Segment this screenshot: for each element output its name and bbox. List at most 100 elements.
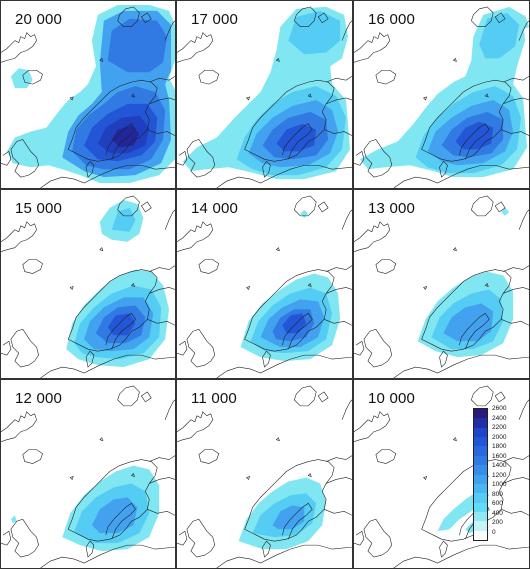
coastline (40, 544, 175, 568)
coastline (421, 269, 512, 352)
coastline (147, 129, 175, 136)
panel-age-label: 12 000 (15, 390, 63, 407)
ice-sheet-map (354, 195, 529, 378)
map-panel-16000: 16 000 (353, 0, 530, 189)
coastline (470, 385, 494, 407)
coastline (164, 20, 175, 41)
legend-swatch (474, 493, 487, 503)
legend-swatch (474, 474, 487, 484)
coastline (354, 32, 391, 63)
coastline (324, 129, 352, 136)
coastline (439, 350, 448, 368)
coastline (275, 437, 280, 442)
coastline (149, 265, 175, 272)
legend-value-label: 1200 (492, 471, 507, 479)
coastline (452, 57, 457, 62)
ice-thickness-contour (107, 313, 136, 336)
legend-value-label: 600 (492, 500, 503, 508)
coastline (501, 319, 529, 326)
coastline (140, 201, 152, 213)
coastline (67, 459, 158, 542)
coastline (149, 455, 175, 462)
ice-thickness-legend: 2600 2400 2200 2000 1800 1600 1400 1200 1000 800 6… (469, 405, 521, 543)
coastline (423, 96, 428, 101)
coastline (69, 476, 74, 481)
coastline (326, 75, 352, 83)
legend-swatch (474, 418, 487, 428)
panel-age-label: 10 000 (368, 390, 416, 407)
coastline (326, 455, 352, 462)
coastline (293, 6, 317, 28)
legend-swatch (474, 530, 487, 541)
coastline (69, 96, 74, 101)
legend-value-label: 800 (492, 490, 503, 498)
coastline (503, 265, 529, 272)
coastline (149, 287, 175, 294)
coastline (149, 477, 175, 484)
coastline (354, 411, 391, 442)
coastline (307, 282, 312, 287)
coastline (22, 259, 43, 274)
coastline (326, 97, 352, 105)
coastline (216, 164, 352, 188)
legend-value-label: 1000 (492, 481, 507, 489)
coastline (326, 477, 352, 484)
legend-value-label: 2400 (492, 414, 507, 422)
coastline (452, 247, 457, 252)
ice-sheet-map (177, 195, 352, 378)
coastline (85, 350, 95, 368)
coastline (246, 476, 251, 481)
legend-value-label: 400 (492, 509, 503, 517)
coastline (439, 160, 448, 178)
coastline (67, 269, 158, 352)
coastline (99, 57, 104, 62)
coastline (262, 160, 271, 178)
ice-thickness-contour (443, 303, 494, 342)
ice-sheet-map (177, 6, 352, 188)
coastline (354, 340, 365, 356)
coastline (501, 509, 529, 516)
legend-swatch (474, 483, 487, 494)
coastline (354, 150, 365, 166)
ice-thickness-contour (300, 209, 309, 218)
coastline (393, 544, 529, 568)
coastline (147, 319, 175, 326)
coastline (503, 75, 529, 83)
panel-age-label: 11 000 (191, 390, 237, 407)
coastline (246, 286, 251, 291)
legend-swatch (474, 437, 487, 447)
legend-value-label: 1400 (492, 462, 507, 470)
panel-age-label: 13 000 (368, 200, 416, 217)
coastline (503, 97, 529, 105)
coastline (105, 502, 136, 540)
map-panel-20000: 20 000 (0, 0, 176, 189)
coastline (375, 69, 397, 85)
coastline (317, 201, 329, 213)
ice-thickness-contour (479, 12, 520, 59)
coastline (459, 312, 490, 350)
coastline (317, 391, 329, 403)
coastline (69, 286, 74, 291)
coastline (99, 247, 104, 252)
coastline (326, 265, 352, 272)
coastline (177, 221, 214, 252)
ice-sheet-map (1, 4, 175, 188)
coastline (1, 32, 37, 63)
coastline (503, 287, 529, 294)
coastline (503, 455, 529, 462)
ice-thickness-contour (10, 68, 33, 89)
coastline (216, 544, 352, 568)
coastline (130, 282, 135, 287)
coastline (147, 509, 175, 516)
ice-thickness-contour (501, 207, 510, 216)
coastline (1, 530, 12, 546)
coastline (186, 328, 216, 368)
legend-color-bar (473, 408, 488, 541)
coastline (1, 221, 37, 252)
coastline (518, 20, 529, 41)
coastline (244, 459, 335, 542)
ice-thickness-contour (288, 10, 341, 55)
coastline (503, 477, 529, 484)
ice-sheet-map (1, 385, 175, 568)
coastline (67, 79, 158, 162)
